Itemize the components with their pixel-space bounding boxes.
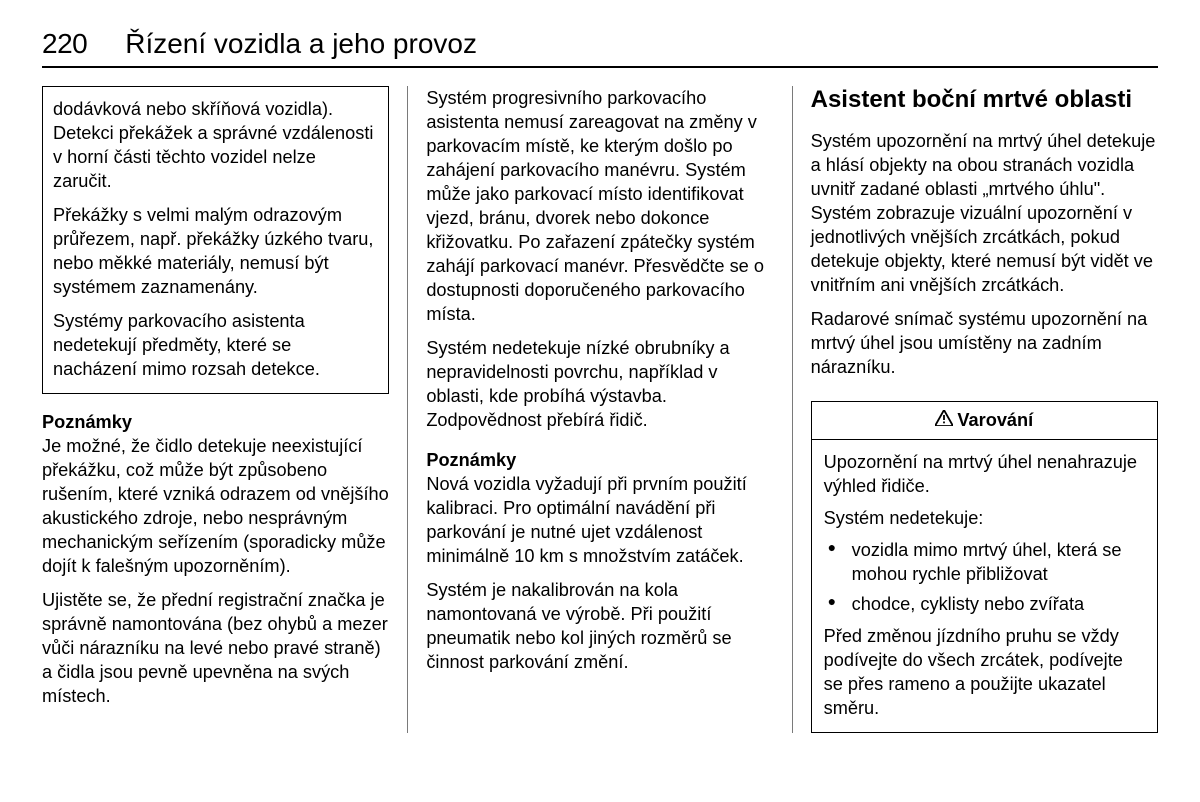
info-box: dodávková nebo skříňová vozidla). Detekc… [42, 86, 389, 394]
box-paragraph: dodávková nebo skříňová vozidla). Detekc… [53, 97, 378, 193]
column-separator [407, 86, 408, 733]
column-1: dodávková nebo skříňová vozidla). Detekc… [42, 86, 389, 733]
box-paragraph: Systémy parkovacího asistenta nedetekují… [53, 309, 378, 381]
warning-icon [935, 410, 953, 431]
note-paragraph: Ujistěte se, že přední registrační značk… [42, 588, 389, 708]
warning-box: Varování Upozornění na mrtvý úhel nenahr… [811, 401, 1158, 733]
body-paragraph: Systém progresivního parkovacího asisten… [426, 86, 773, 326]
note-paragraph: Nová vozidla vyžadují při prvním použití… [426, 472, 773, 568]
column-3: Asistent boční mrtvé oblasti Systém upoz… [811, 86, 1158, 733]
note-block: Poznámky Je možné, že čidlo detekuje nee… [42, 404, 389, 578]
note-heading: Poznámky [42, 410, 389, 434]
column-separator [792, 86, 793, 733]
box-paragraph: Překážky s velmi malým odrazovým průřeze… [53, 203, 378, 299]
body-paragraph: Radarové snímač systému upozornění na mr… [811, 307, 1158, 379]
column-2: Systém progresivního parkovacího asisten… [426, 86, 773, 733]
note-paragraph: Systém je nakalibrován na kola namontova… [426, 578, 773, 674]
note-heading: Poznámky [426, 448, 773, 472]
page-number: 220 [42, 28, 87, 60]
list-item: vozidla mimo mrtvý úhel, která se mohou … [824, 538, 1145, 586]
note-paragraph: Je možné, že čidlo detekuje neexistující… [42, 434, 389, 578]
list-item: chodce, cyklisty nebo zvířata [824, 592, 1145, 616]
warning-title-row: Varování [812, 402, 1157, 440]
note-block: Poznámky Nová vozidla vyžadují při první… [426, 442, 773, 568]
section-heading: Asistent boční mrtvé oblasti [811, 86, 1158, 115]
warning-bullet-list: vozidla mimo mrtvý úhel, která se mohou … [824, 538, 1145, 616]
body-paragraph: Systém nedetekuje nízké obrubníky a nepr… [426, 336, 773, 432]
chapter-title: Řízení vozidla a jeho provoz [125, 28, 477, 60]
content-columns: dodávková nebo skříňová vozidla). Detekc… [42, 86, 1158, 733]
warning-title: Varování [957, 410, 1033, 430]
warning-paragraph: Systém nedetekuje: [824, 506, 1145, 530]
warning-paragraph: Upozornění na mrtvý úhel nenahrazuje výh… [824, 450, 1145, 498]
page-header: 220 Řízení vozidla a jeho provoz [42, 28, 1158, 68]
body-paragraph: Systém upozornění na mrtvý úhel detekuje… [811, 129, 1158, 297]
warning-body: Upozornění na mrtvý úhel nenahrazuje výh… [812, 440, 1157, 732]
warning-paragraph: Před změnou jízdního pruhu se vždy podív… [824, 624, 1145, 720]
